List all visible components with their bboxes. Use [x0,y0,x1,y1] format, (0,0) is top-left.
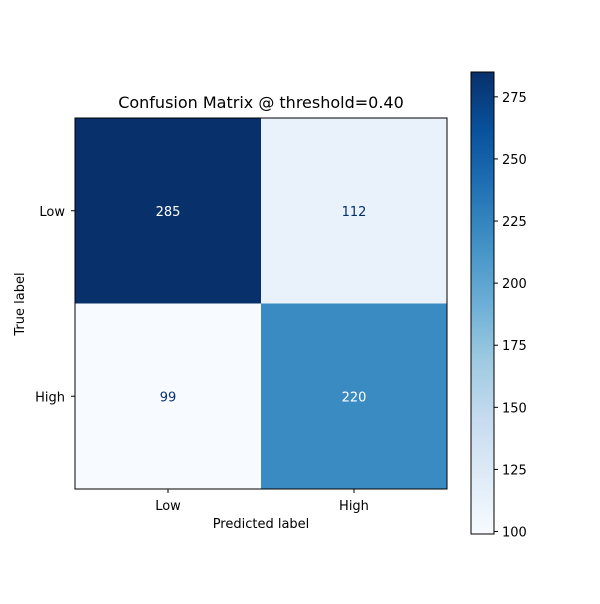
x-tick-label: Low [155,499,181,514]
heatmap-cell [75,303,261,489]
colorbar-tick-label: 100 [502,526,527,541]
heatmap-cell [261,118,447,304]
heatmap-cell [261,303,447,489]
y-axis-label: True label [13,272,28,336]
colorbar-tick-label: 275 [502,91,527,106]
cell-value-label: 285 [156,205,181,220]
x-axis-label: Predicted label [213,517,310,532]
heatmap-cells: 285 112 99 220 [75,118,447,489]
y-tick-label: High [35,390,65,405]
heatmap-cell [75,118,261,304]
cell-value-label: 220 [342,390,367,405]
colorbar-tick-label: 175 [502,339,527,354]
axes: Low High Low High [35,205,369,514]
colorbar-tick-label: 150 [502,401,527,416]
chart-title: Confusion Matrix @ threshold=0.40 [118,93,404,112]
x-tick-label: High [339,499,369,514]
colorbar-tick-label: 200 [502,277,527,292]
cell-value-label: 99 [160,390,177,405]
colorbar-tick-label: 250 [502,153,527,168]
colorbar-tick-label: 125 [502,463,527,478]
y-tick-label: Low [39,205,65,220]
colorbar-tick-label: 225 [502,215,527,230]
plot-frame [74,117,448,490]
colorbar-ticks: 100 125 150 175 200 225 250 275 [494,91,527,541]
colorbar [470,71,495,535]
cell-value-label: 112 [342,205,367,220]
